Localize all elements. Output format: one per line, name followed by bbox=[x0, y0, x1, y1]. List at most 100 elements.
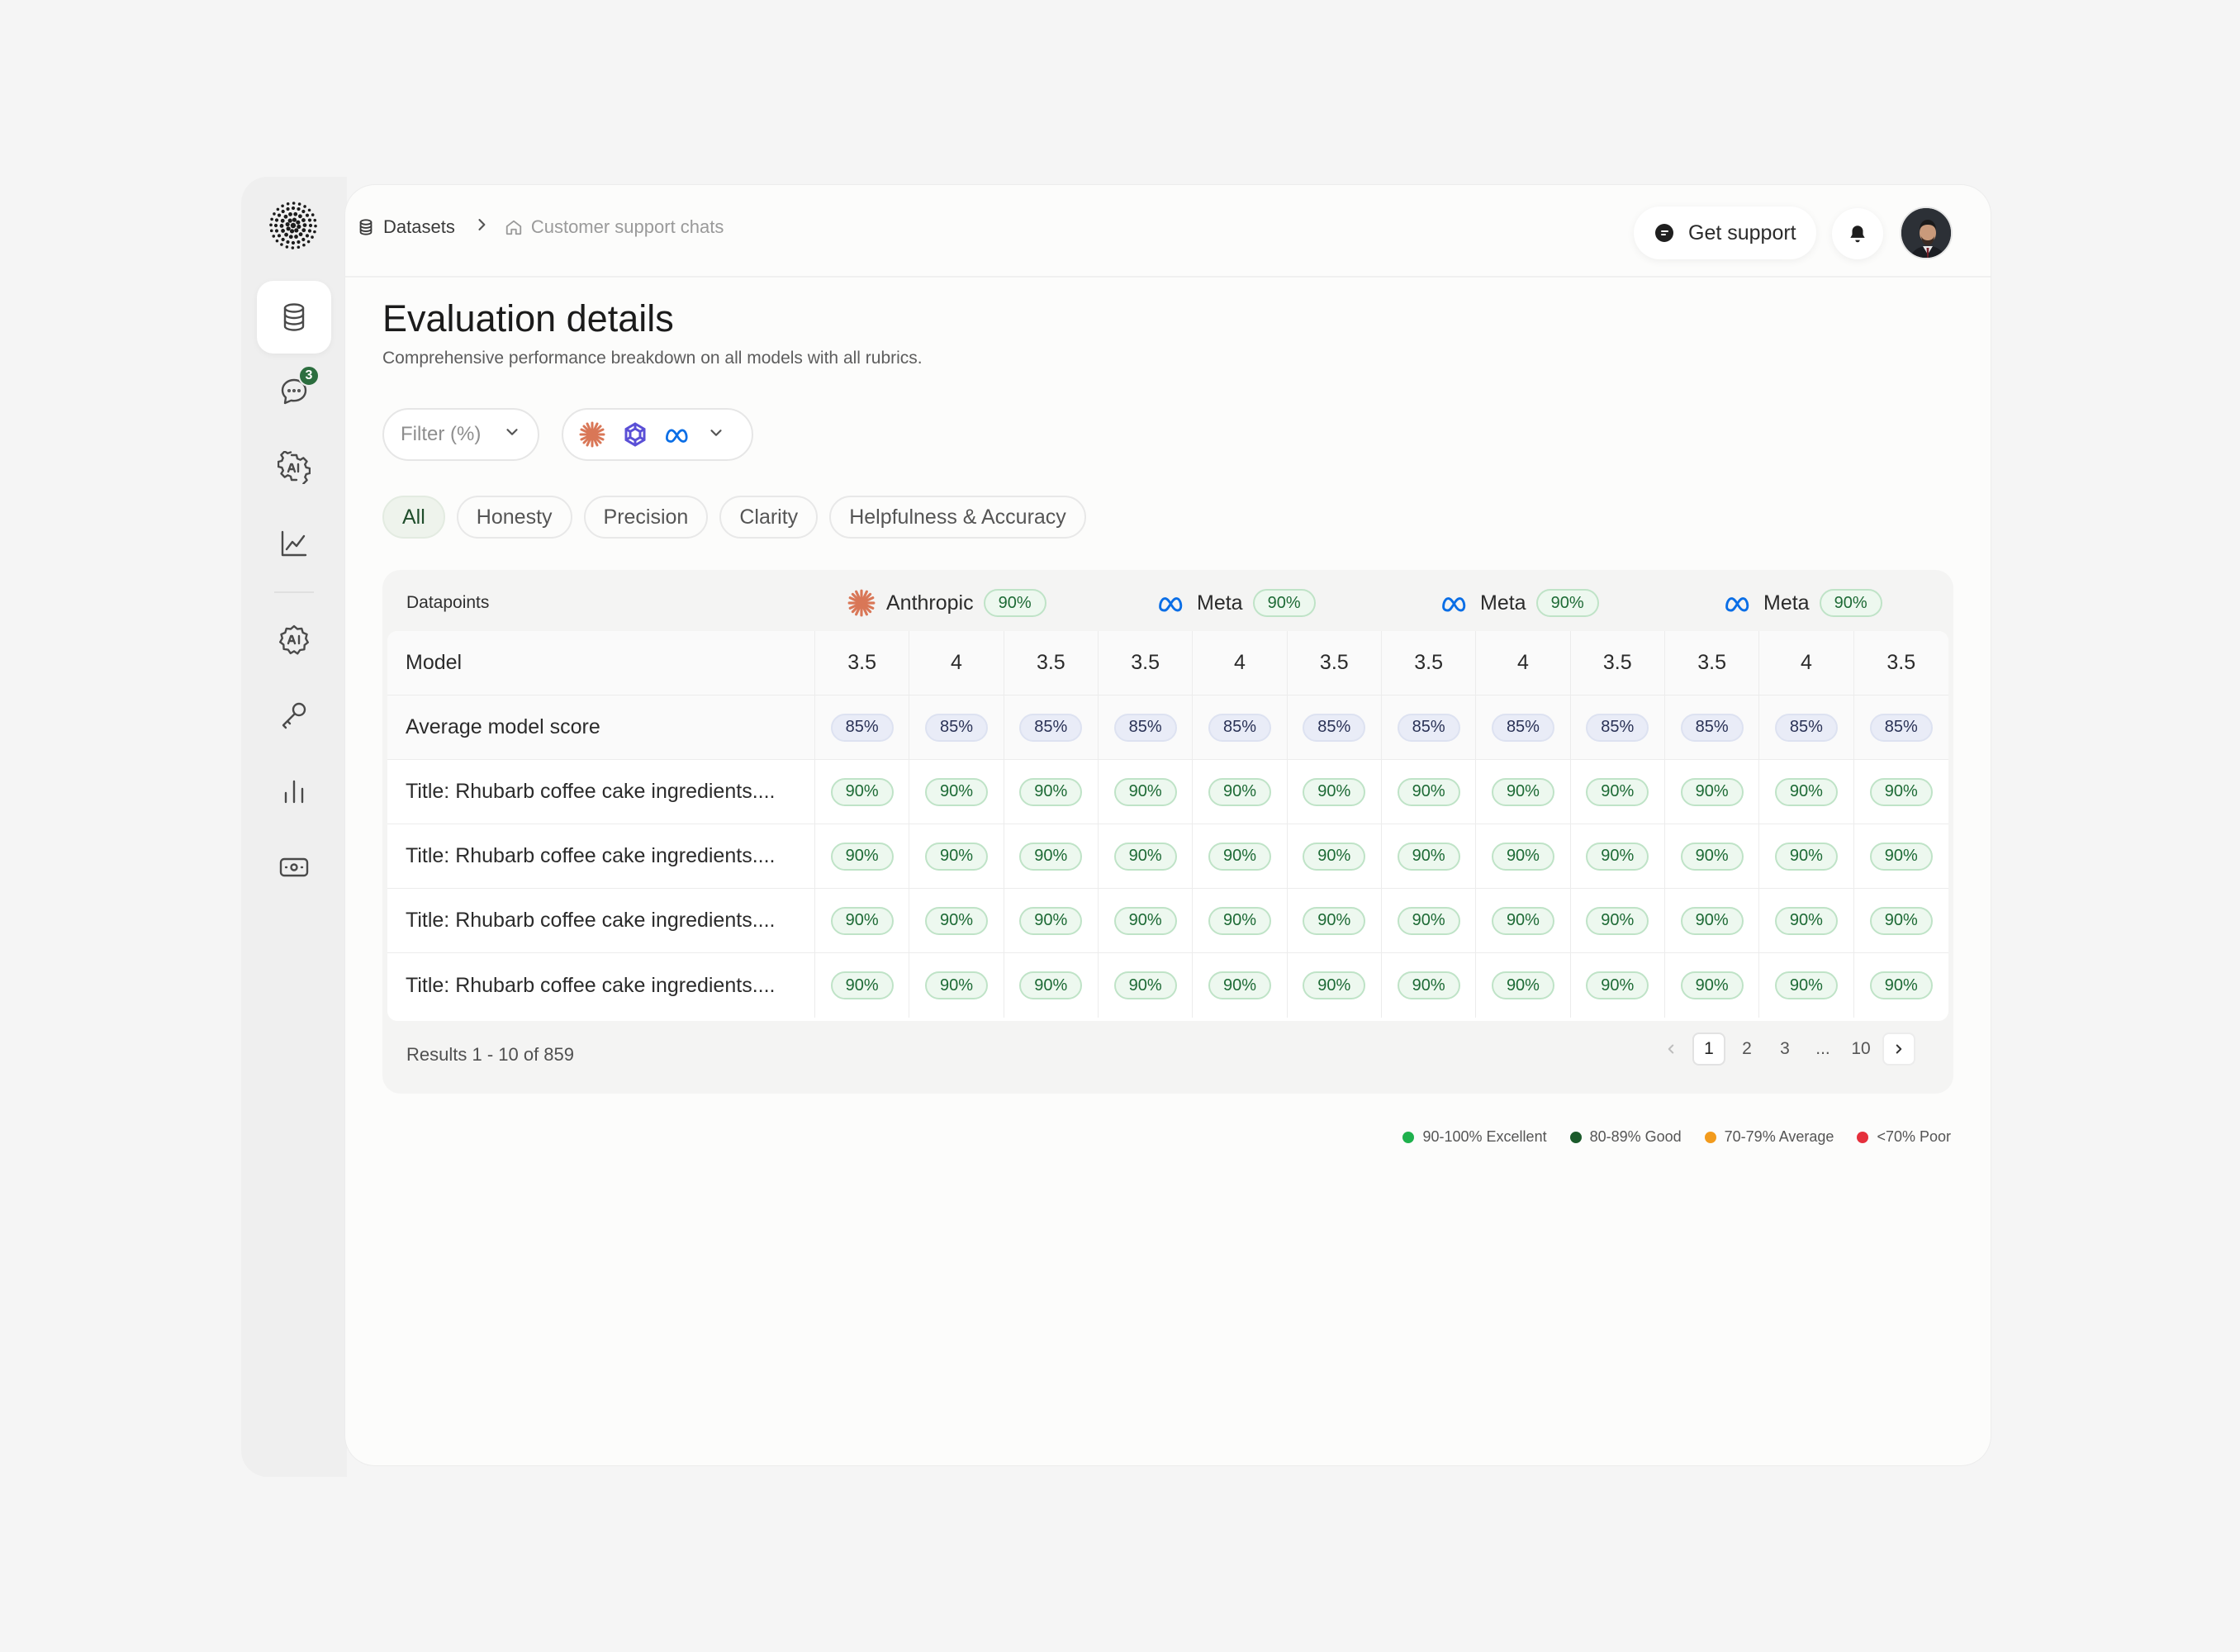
sidebar-item-billing[interactable] bbox=[257, 831, 331, 904]
score-badge: 90% bbox=[1113, 777, 1177, 806]
results-count: Results 1 - 10 of 859 bbox=[406, 1044, 575, 1065]
score-badge: 90% bbox=[830, 777, 894, 806]
score-badge: 90% bbox=[1680, 971, 1744, 999]
tab-clarity[interactable]: Clarity bbox=[719, 496, 819, 539]
provider-header-meta: Meta 90% bbox=[1157, 588, 1316, 618]
main-panel: Datasets Customer support chats Get supp… bbox=[345, 185, 1991, 1465]
table-row-cell: 90% bbox=[909, 824, 1004, 889]
evaluation-grid: Model 3.5 4 3.5 3.5 4 3.5 3.5 4 3.5 3.5 4 3.5 Average… bbox=[387, 631, 1948, 1021]
filter-percent-select[interactable]: Filter (%) bbox=[382, 408, 539, 461]
table-row-cell: 90% bbox=[815, 953, 910, 1018]
sidebar-item-analytics[interactable] bbox=[257, 507, 331, 580]
score-badge: 90% bbox=[924, 971, 988, 999]
table-row-cell: 90% bbox=[1193, 953, 1288, 1018]
sidebar-item-ai-settings[interactable] bbox=[257, 431, 331, 504]
table-row-cell: 90% bbox=[1193, 889, 1288, 953]
money-icon bbox=[279, 857, 309, 877]
page-button[interactable]: 2 bbox=[1742, 1039, 1752, 1058]
score-badge: 90% bbox=[924, 842, 988, 871]
home-icon bbox=[505, 220, 521, 235]
next-page-button[interactable] bbox=[1882, 1032, 1915, 1066]
sidebar: 3 bbox=[241, 177, 347, 1477]
model-row-cell: 3.5 bbox=[1098, 631, 1194, 695]
score-badge: 90% bbox=[1869, 971, 1933, 999]
breadcrumb-datasets[interactable]: Datasets bbox=[357, 216, 455, 238]
table-row-cell: 90% bbox=[1853, 824, 1948, 889]
sidebar-item-chats[interactable]: 3 bbox=[257, 355, 331, 428]
model-row-cell: 4 bbox=[1193, 631, 1288, 695]
get-support-label: Get support bbox=[1688, 221, 1796, 244]
sidebar-item-reports[interactable] bbox=[257, 755, 331, 828]
model-row-cell: 4 bbox=[1476, 631, 1571, 695]
score-badge: 90% bbox=[1774, 906, 1838, 935]
page-button[interactable]: 1 bbox=[1692, 1032, 1725, 1066]
meta-icon bbox=[1725, 597, 1749, 612]
score-badge: 90% bbox=[1019, 777, 1083, 806]
user-avatar[interactable] bbox=[1900, 206, 1953, 259]
table-row-cell: 90% bbox=[909, 953, 1004, 1018]
get-support-button[interactable]: Get support bbox=[1634, 206, 1816, 259]
sidebar-item-api-keys[interactable] bbox=[257, 679, 331, 752]
table-row-cell: 90% bbox=[1759, 760, 1854, 824]
table-row-cell: 90% bbox=[1193, 824, 1288, 889]
breadcrumb-customer-support-chats[interactable]: Customer support chats bbox=[505, 216, 724, 238]
score-badge: 85% bbox=[1303, 713, 1366, 742]
prev-page-button[interactable] bbox=[1654, 1032, 1687, 1066]
score-badge: 85% bbox=[1208, 713, 1271, 742]
sidebar-item-ai-models[interactable] bbox=[257, 603, 331, 676]
tab-all[interactable]: All bbox=[382, 496, 445, 539]
model-row-cell: 3.5 bbox=[1004, 631, 1099, 695]
model-provider-select[interactable] bbox=[562, 408, 753, 461]
meta-icon bbox=[666, 429, 688, 443]
database-icon bbox=[359, 219, 373, 235]
provider-score-badge: 90% bbox=[1819, 589, 1882, 617]
average-score-row-cell: 85% bbox=[1759, 695, 1854, 760]
score-badge: 90% bbox=[1774, 971, 1838, 999]
average-score-row-cell: 85% bbox=[1476, 695, 1571, 760]
score-badge: 90% bbox=[1869, 842, 1933, 871]
table-row-cell: 90% bbox=[1287, 889, 1382, 953]
table-row-cell: 90% bbox=[1570, 824, 1665, 889]
notifications-button[interactable] bbox=[1832, 208, 1883, 259]
score-badge: 90% bbox=[1397, 777, 1460, 806]
provider-header-anthropic: Anthropic 90% bbox=[847, 588, 1046, 618]
score-badge: 90% bbox=[1491, 971, 1554, 999]
tab-precision[interactable]: Precision bbox=[583, 496, 709, 539]
chevron-right-icon bbox=[1896, 1044, 1902, 1054]
legend-label: 70-79% Average bbox=[1724, 1128, 1834, 1145]
score-badge: 90% bbox=[924, 906, 988, 935]
legend-item: 90-100% Excellent bbox=[1402, 1128, 1547, 1146]
score-badge: 90% bbox=[1869, 906, 1933, 935]
score-badge: 90% bbox=[1397, 842, 1460, 871]
database-icon bbox=[283, 303, 305, 331]
score-badge: 90% bbox=[1303, 971, 1366, 999]
table-row-cell: 90% bbox=[815, 824, 910, 889]
app-logo-icon[interactable] bbox=[269, 202, 317, 249]
tab-honesty[interactable]: Honesty bbox=[456, 496, 572, 539]
meta-icon bbox=[1159, 597, 1183, 612]
chevron-down-icon bbox=[707, 424, 725, 446]
model-row-cell: 3.5 bbox=[1664, 631, 1760, 695]
provider-name: Meta bbox=[1197, 591, 1243, 615]
table-row-cell: 90% bbox=[1004, 953, 1099, 1018]
model-row-cell: 3.5 bbox=[1381, 631, 1477, 695]
score-badge: 90% bbox=[1208, 777, 1271, 806]
model-row-cell: 4 bbox=[1759, 631, 1854, 695]
score-badge: 90% bbox=[830, 842, 894, 871]
table-row-cell: 90% bbox=[1098, 824, 1194, 889]
score-badge: 85% bbox=[1774, 713, 1838, 742]
table-row-cell: 90% bbox=[1476, 953, 1571, 1018]
tab-helpfulness-accuracy[interactable]: Helpfulness & Accuracy bbox=[829, 496, 1086, 539]
page-button[interactable]: 3 bbox=[1780, 1039, 1790, 1058]
table-row-cell: 90% bbox=[1570, 889, 1665, 953]
table-row-cell: 90% bbox=[1664, 824, 1760, 889]
model-row-cell: 3.5 bbox=[1287, 631, 1382, 695]
score-badge: 85% bbox=[1113, 713, 1177, 742]
page-button[interactable]: 10 bbox=[1851, 1039, 1871, 1058]
average-score-row-cell: 85% bbox=[1381, 695, 1477, 760]
table-row-label: Title: Rhubarb coffee cake ingredients..… bbox=[387, 760, 815, 824]
sidebar-item-datasets[interactable] bbox=[257, 281, 331, 354]
table-row-cell: 90% bbox=[815, 889, 910, 953]
table-row-cell: 90% bbox=[909, 889, 1004, 953]
score-badge: 85% bbox=[830, 713, 894, 742]
